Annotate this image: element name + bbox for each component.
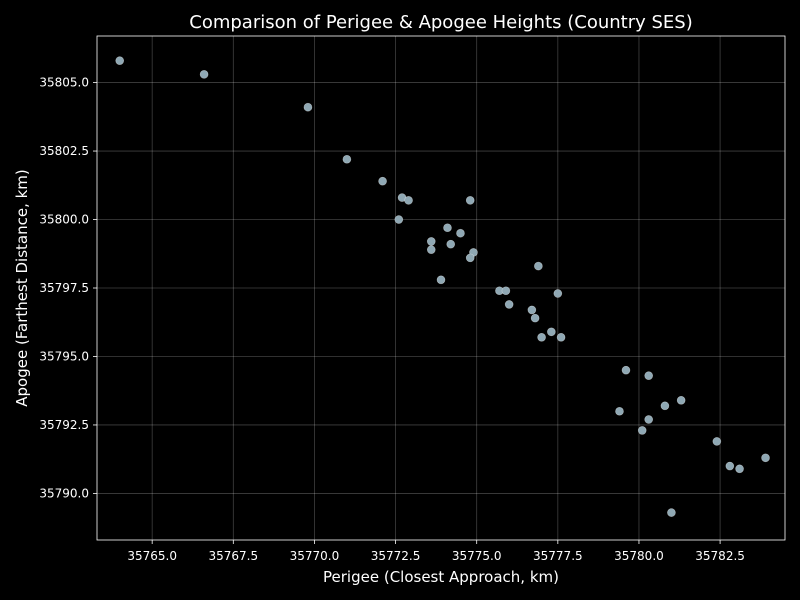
data-point: [547, 327, 556, 337]
data-point: [115, 56, 125, 65]
y-tick-label: 35795.0: [39, 349, 89, 363]
data-point: [761, 453, 770, 463]
y-tick-label: 35797.5: [39, 281, 89, 295]
data-point: [436, 275, 446, 285]
data-point: [527, 305, 537, 315]
data-point: [465, 253, 475, 263]
data-point: [443, 223, 452, 233]
x-tick-label: 35772.5: [371, 549, 421, 563]
data-point: [530, 313, 540, 323]
x-tick-label: 35775.0: [452, 549, 502, 563]
data-point: [426, 237, 436, 246]
x-axis-label: Perigee (Closest Approach, km): [323, 568, 559, 586]
x-tick-label: 35770.0: [290, 549, 340, 563]
data-point: [446, 239, 456, 249]
data-point: [556, 333, 566, 342]
data-point: [378, 176, 387, 186]
data-point: [501, 286, 511, 296]
data-point: [342, 154, 352, 164]
data-point: [644, 415, 653, 424]
data-point: [456, 228, 465, 238]
y-tick-label: 35802.5: [39, 144, 89, 158]
data-point: [735, 464, 744, 474]
data-point: [637, 426, 647, 435]
x-tick-label: 35765.0: [127, 549, 177, 563]
data-point: [465, 196, 475, 205]
chart-title: Comparison of Perigee & Apogee Heights (…: [189, 12, 692, 33]
data-point: [504, 300, 514, 309]
data-point: [676, 396, 686, 405]
data-point: [394, 215, 404, 224]
data-point: [404, 196, 413, 205]
data-point: [644, 371, 653, 380]
data-point: [615, 406, 624, 416]
ticks-layer: 35765.0 35767.5 35770.0 35772.5 35775.0 35777…: [39, 76, 745, 563]
points-layer: [115, 56, 770, 517]
data-point: [712, 437, 722, 446]
data-point: [534, 261, 543, 271]
data-point: [660, 401, 670, 411]
x-tick-label: 35780.0: [614, 549, 664, 563]
y-tick-label: 35792.5: [39, 418, 89, 432]
y-tick-label: 35800.0: [39, 213, 89, 227]
data-point: [303, 102, 313, 112]
x-tick-label: 35782.5: [695, 549, 745, 563]
data-point: [725, 461, 735, 471]
x-tick-label: 35767.5: [208, 549, 258, 563]
data-point: [426, 245, 436, 254]
grid-layer: [97, 36, 785, 540]
data-point: [553, 289, 563, 298]
x-tick-label: 35777.5: [533, 549, 583, 563]
data-point: [537, 333, 546, 342]
data-point: [199, 70, 209, 79]
data-point: [621, 365, 631, 375]
data-point: [667, 508, 676, 517]
y-tick-label: 35790.0: [39, 486, 89, 500]
y-axis-label: Apogee (Farthest Distance, km): [13, 169, 31, 407]
y-tick-label: 35805.0: [39, 76, 89, 90]
